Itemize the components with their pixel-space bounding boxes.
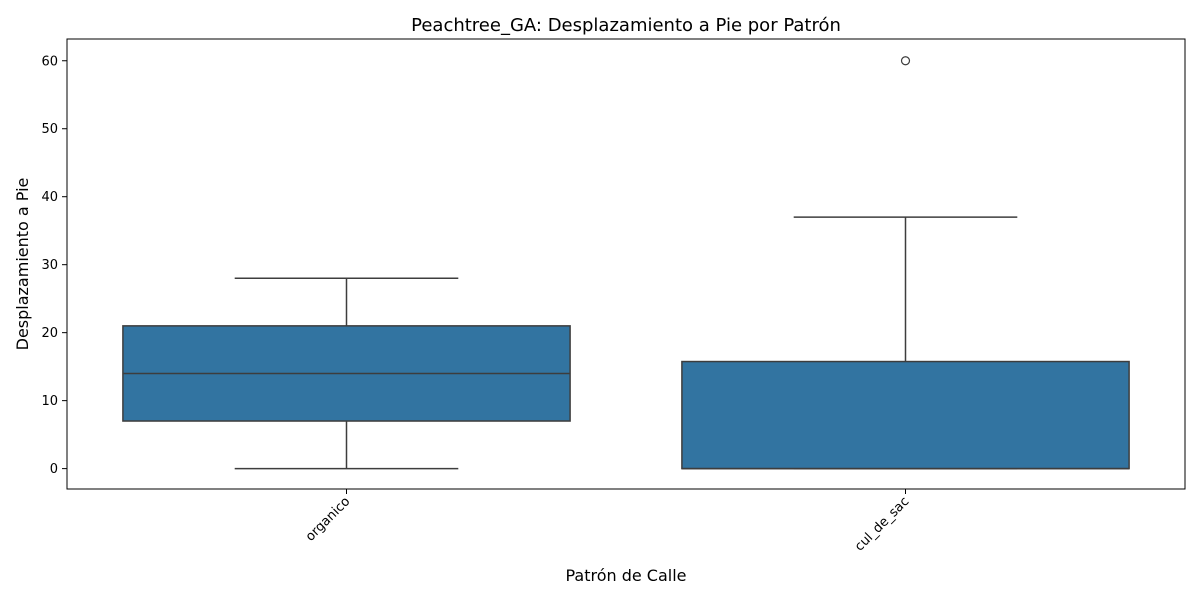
y-tick-label: 10: [41, 394, 58, 409]
plot-frame: [66, 38, 1186, 490]
y-tick-label: 20: [41, 326, 58, 341]
x-tick-label: cul_de_sac: [852, 494, 912, 554]
y-tick-label: 50: [41, 122, 58, 137]
y-tick-label: 40: [41, 190, 58, 205]
x-tick-label: organico: [303, 494, 353, 544]
y-axis-label: Desplazamiento a Pie: [13, 178, 32, 351]
y-tick-label: 60: [41, 54, 58, 69]
y-tick-label: 30: [41, 258, 58, 273]
plot-area: [122, 56, 1130, 470]
axes: 0 10 20 30 40 50 60 organico cul_de_sac: [41, 38, 1186, 554]
chart-title: Peachtree_GA: Desplazamiento a Pie por P…: [411, 15, 841, 36]
y-tick-label: 0: [50, 462, 58, 477]
x-axis-label: Patrón de Calle: [565, 566, 686, 585]
outlier-point-cul-de-sac: [900, 56, 911, 66]
box-cul-de-sac: [681, 360, 1130, 470]
